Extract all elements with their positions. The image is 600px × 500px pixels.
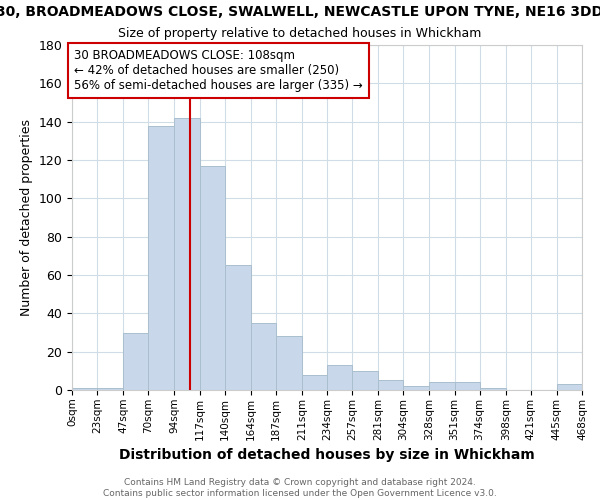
Bar — [199, 166, 224, 390]
Bar — [123, 332, 148, 390]
Y-axis label: Number of detached properties: Number of detached properties — [20, 119, 33, 316]
Bar — [175, 118, 200, 390]
Bar — [148, 126, 175, 390]
Bar — [327, 365, 352, 390]
Bar — [378, 380, 403, 390]
Text: Contains HM Land Registry data © Crown copyright and database right 2024.
Contai: Contains HM Land Registry data © Crown c… — [103, 478, 497, 498]
Bar — [224, 266, 251, 390]
Bar — [455, 382, 479, 390]
Text: 30, BROADMEADOWS CLOSE, SWALWELL, NEWCASTLE UPON TYNE, NE16 3DD: 30, BROADMEADOWS CLOSE, SWALWELL, NEWCAS… — [0, 5, 600, 19]
Bar — [72, 388, 97, 390]
Text: 30 BROADMEADOWS CLOSE: 108sqm
← 42% of detached houses are smaller (250)
56% of : 30 BROADMEADOWS CLOSE: 108sqm ← 42% of d… — [74, 49, 363, 92]
Bar — [97, 388, 123, 390]
Text: Size of property relative to detached houses in Whickham: Size of property relative to detached ho… — [118, 28, 482, 40]
X-axis label: Distribution of detached houses by size in Whickham: Distribution of detached houses by size … — [119, 448, 535, 462]
Bar — [479, 388, 506, 390]
Bar — [403, 386, 430, 390]
Bar — [430, 382, 455, 390]
Bar — [557, 384, 582, 390]
Bar — [352, 371, 378, 390]
Bar — [276, 336, 302, 390]
Bar — [302, 374, 327, 390]
Bar — [251, 323, 276, 390]
